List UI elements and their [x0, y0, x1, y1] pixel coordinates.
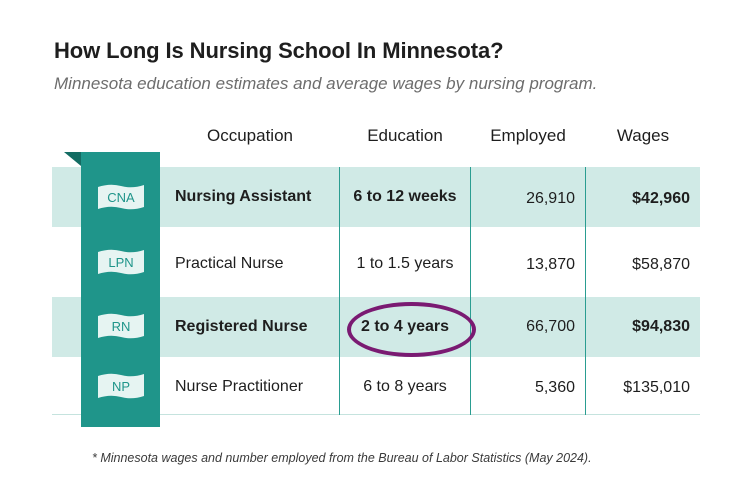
- table-row: [52, 167, 700, 227]
- badge-label: NP: [112, 379, 130, 394]
- flag-icon: RN: [96, 312, 146, 342]
- header-employed: Employed: [490, 126, 566, 145]
- column-divider: [470, 167, 471, 415]
- flag-icon: LPN: [96, 248, 146, 278]
- page-title: How Long Is Nursing School In Minnesota?: [54, 38, 504, 63]
- wages-cell: $135,010: [623, 379, 690, 396]
- ribbon-fold: [64, 152, 81, 166]
- wages-cell: $94,830: [632, 318, 690, 335]
- education-cell: 6 to 8 years: [363, 378, 447, 395]
- occupation-cell: Practical Nurse: [175, 255, 284, 272]
- header-wages: Wages: [616, 126, 670, 145]
- education-cell: 1 to 1.5 years: [356, 255, 454, 272]
- flag-icon: NP: [96, 372, 146, 402]
- column-divider: [339, 167, 340, 415]
- employed-cell: 13,870: [526, 256, 575, 273]
- badge-label: RN: [112, 319, 131, 334]
- wages-cell: $42,960: [632, 190, 690, 207]
- employed-cell: 66,700: [526, 318, 575, 335]
- employed-cell: 26,910: [526, 190, 575, 207]
- employed-cell: 5,360: [534, 379, 575, 396]
- page-subtitle: Minnesota education estimates and averag…: [54, 74, 598, 93]
- table-bottom-line: [52, 414, 700, 415]
- badge-label: CNA: [107, 190, 135, 205]
- wages-cell: $58,870: [632, 256, 690, 273]
- header-occupation: Occupation: [207, 126, 293, 145]
- badge-label: LPN: [108, 255, 133, 270]
- highlight-circle: [347, 302, 476, 357]
- flag-icon: CNA: [96, 183, 146, 213]
- occupation-cell: Nurse Practitioner: [175, 378, 304, 395]
- header-education: Education: [367, 126, 443, 145]
- occupation-cell: Nursing Assistant: [175, 188, 312, 205]
- column-divider: [585, 167, 586, 415]
- footnote: * Minnesota wages and number employed fr…: [92, 451, 592, 465]
- occupation-cell: Registered Nurse: [175, 318, 308, 335]
- education-cell: 6 to 12 weeks: [353, 188, 457, 205]
